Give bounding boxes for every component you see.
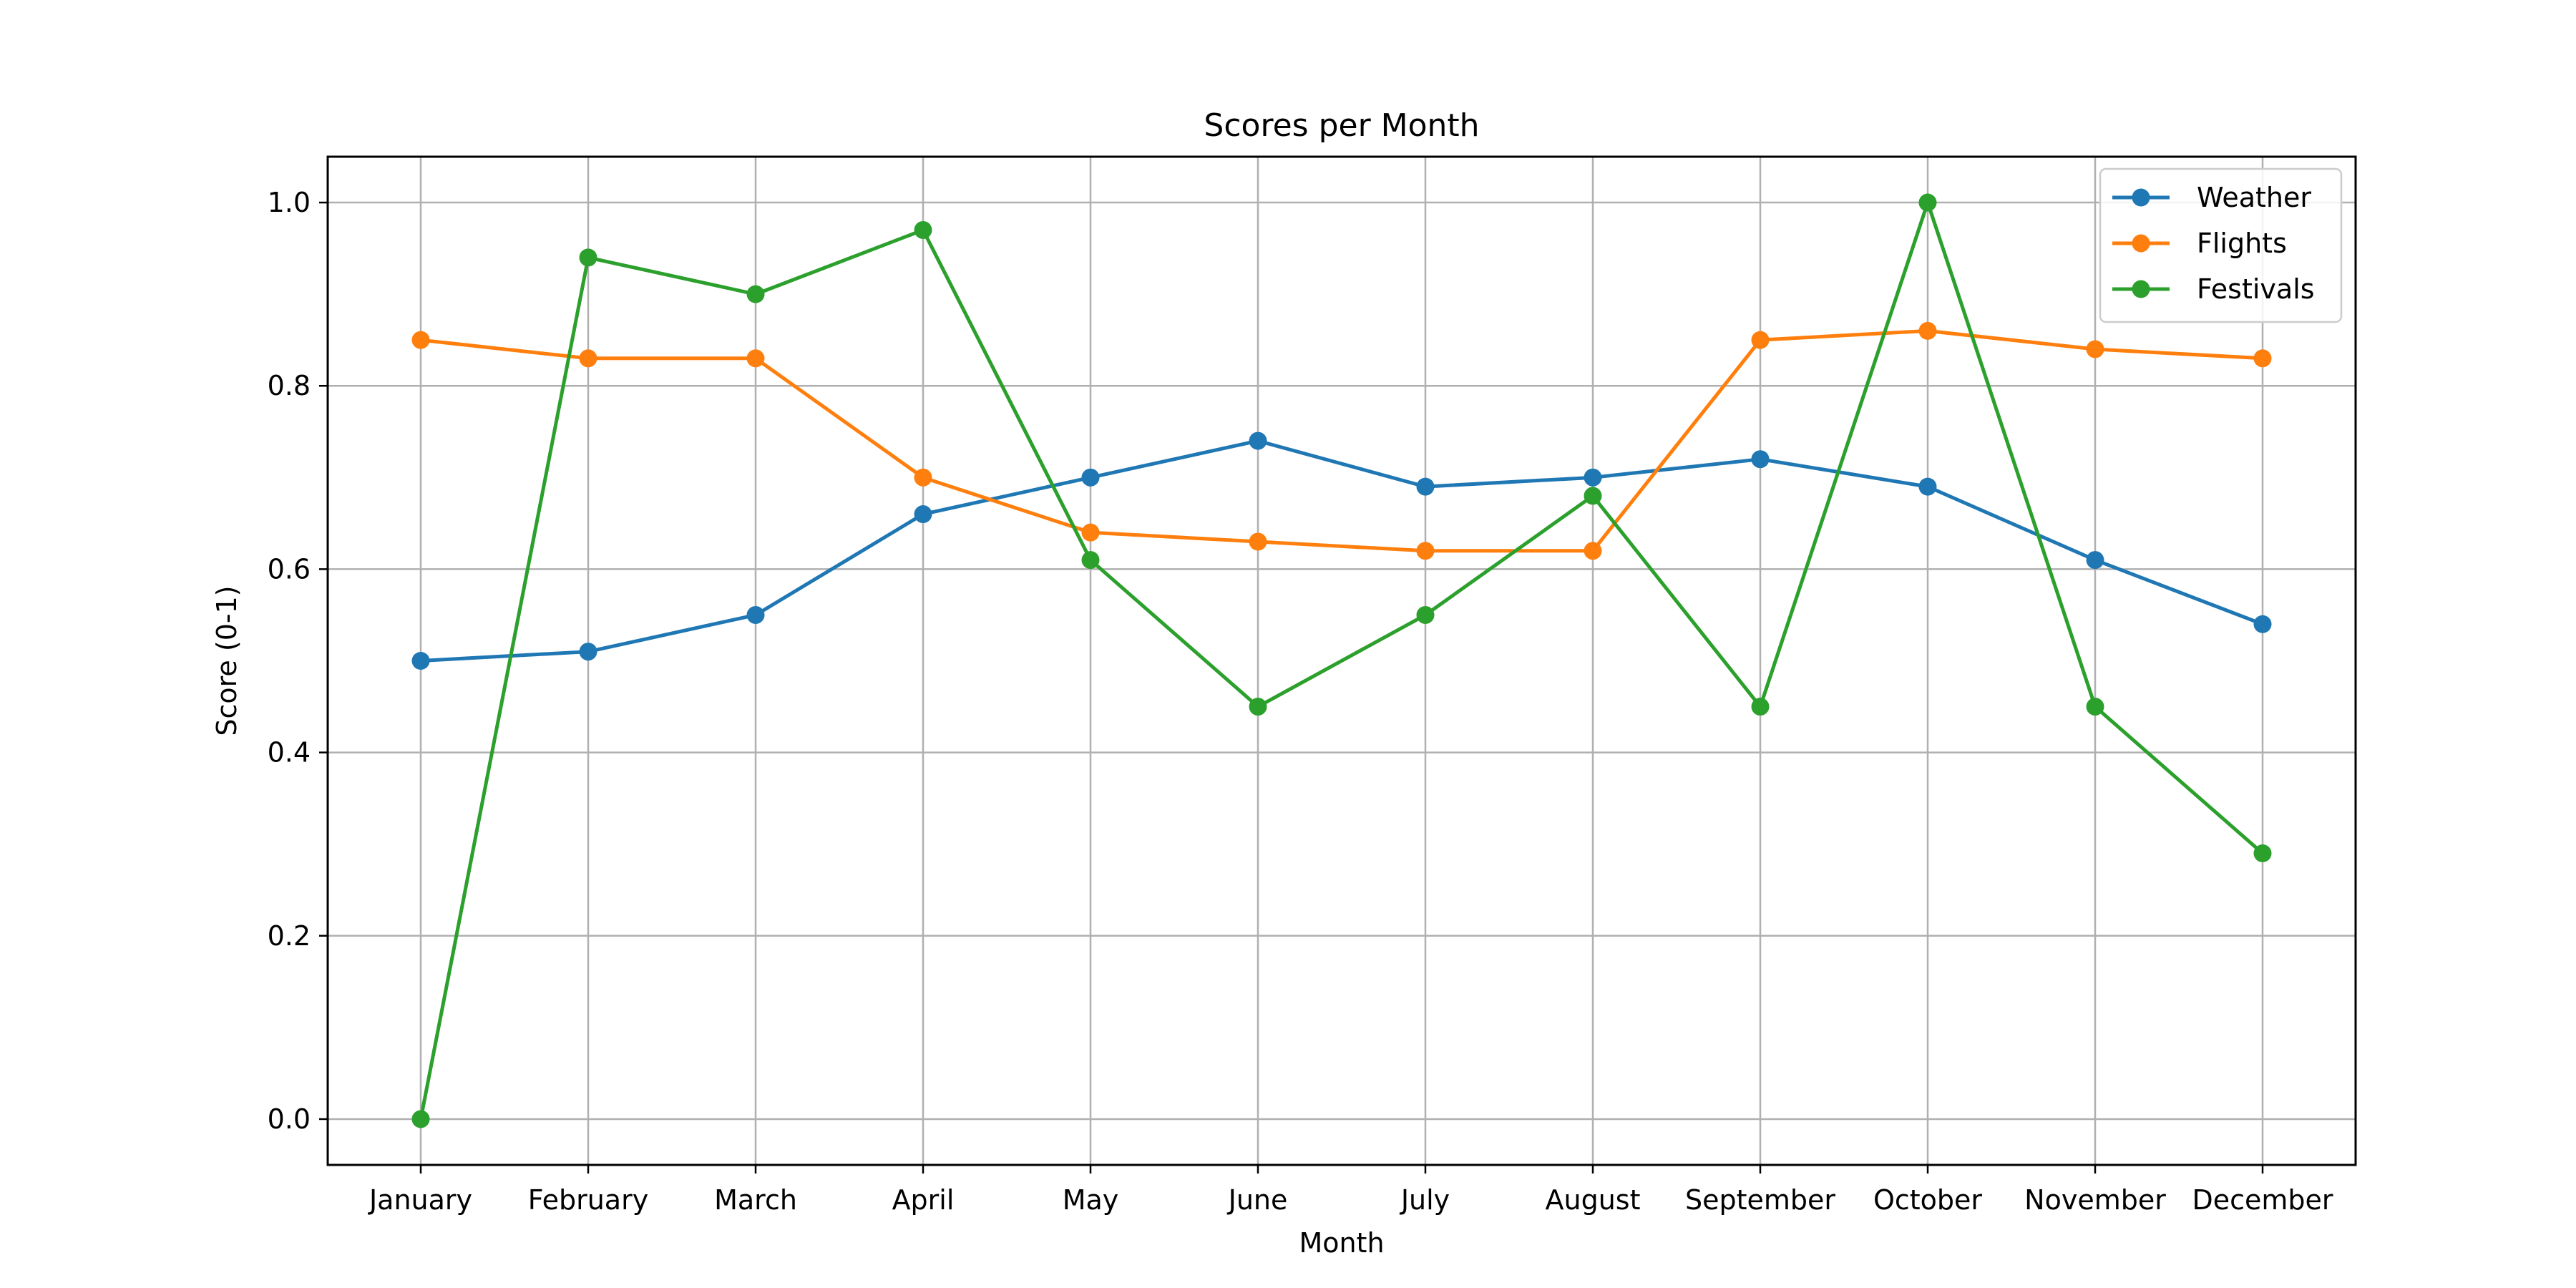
x-tick-label: March [714,1184,797,1216]
data-point [2253,349,2272,368]
data-point [1918,477,1937,496]
data-point [1081,523,1100,542]
legend-box [2099,167,2343,323]
data-point [914,505,932,524]
data-point [1584,542,1602,560]
legend-label: Festivals [2197,273,2315,305]
data-point [579,643,597,661]
legend: Weather Flights Festivals [2099,167,2343,323]
x-tick-label: December [2192,1184,2333,1216]
data-point [1584,487,1602,505]
data-point [1081,551,1100,570]
y-tick-label: 0.2 [268,920,311,952]
ticks: January February March April May June July Augu… [268,187,2333,1216]
data-point [1249,431,1267,450]
legend-item-weather: Weather [2112,182,2311,213]
data-point [411,331,430,349]
data-point [914,468,932,487]
data-point [2086,551,2104,570]
data-point [1918,321,1937,340]
y-tick-label: 0.8 [268,370,311,401]
x-tick-label: September [1685,1184,1835,1216]
data-point [1416,542,1435,560]
x-tick-label: November [2024,1184,2166,1216]
data-point [1751,450,1770,469]
legend-item-flights: Flights [2112,228,2287,259]
data-point [1751,331,1770,349]
data-point [1751,698,1770,716]
x-tick-label: February [528,1184,648,1216]
y-tick-label: 0.6 [268,553,311,585]
plot-frame [326,155,2357,1166]
data-point [2086,698,2104,716]
data-point [1081,468,1100,487]
data-point [746,285,765,303]
data-point [579,349,597,368]
x-tick-label: August [1546,1184,1641,1216]
legend-label: Weather [2197,182,2311,213]
data-point [1584,468,1602,487]
data-point [746,349,765,368]
x-tick-label: January [368,1184,472,1216]
data-point [411,1110,430,1128]
x-tick-label: April [892,1184,955,1216]
data-point [1416,605,1435,624]
x-tick-label: July [1400,1184,1450,1216]
data-point [2086,340,2104,358]
data-point [2253,844,2272,862]
y-tick-label: 0.4 [268,737,311,769]
series-weather [411,431,2272,670]
legend-item-festivals: Festivals [2112,273,2315,305]
y-tick-label: 0.0 [268,1103,311,1135]
chart-title: Scores per Month [1204,107,1479,144]
x-tick-label: October [1873,1184,1982,1216]
data-point [1249,532,1267,551]
grid [328,157,2356,1165]
data-point [411,652,430,670]
legend-swatch-marker [2132,280,2150,298]
legend-swatch-marker [2132,188,2150,207]
y-tick-label: 1.0 [268,187,311,218]
data-point [914,220,932,239]
x-axis-label: Month [1299,1227,1384,1259]
series-line [420,439,2263,663]
data-point [2253,615,2272,633]
x-tick-label: May [1063,1184,1119,1216]
series-flights [411,321,2272,560]
series-line [420,328,2263,553]
x-tick-label: June [1227,1184,1288,1216]
data-point [746,605,765,624]
series-festivals [411,193,2272,1128]
y-axis-label: Score (0-1) [211,585,243,736]
series-layer [411,193,2272,1128]
legend-swatch-marker [2132,234,2150,253]
data-point [1249,698,1267,716]
data-point [1416,477,1435,496]
series-line [419,200,2264,1120]
data-point [579,248,597,267]
legend-label: Flights [2197,228,2287,259]
data-point [1918,193,1937,212]
